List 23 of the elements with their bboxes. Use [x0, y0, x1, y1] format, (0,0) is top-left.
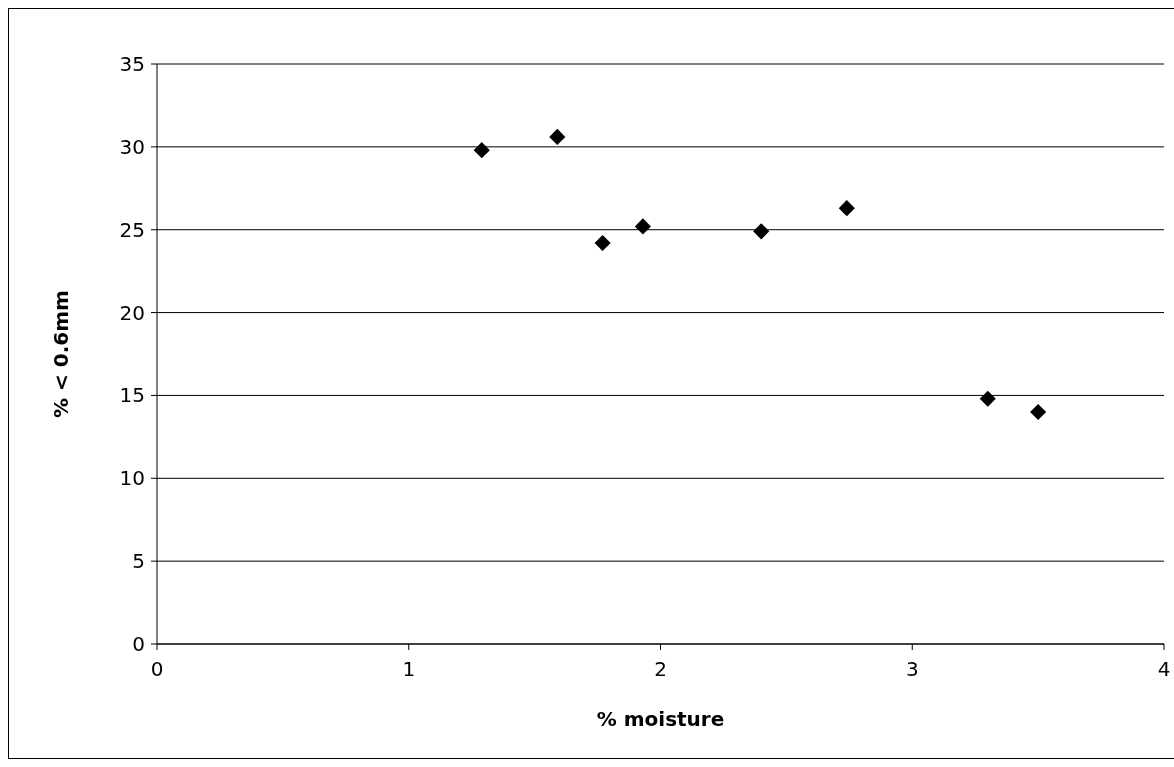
y-tick-label: 0	[132, 632, 145, 656]
y-tick-label: 35	[119, 52, 145, 76]
point	[594, 234, 611, 252]
y-tick-label: 25	[119, 217, 145, 242]
x-tick-label: 4	[1157, 657, 1171, 681]
y-tick-label: 20	[119, 300, 145, 325]
point	[549, 128, 566, 145]
x-tick-label: 0	[150, 657, 164, 681]
point	[473, 142, 490, 159]
point	[838, 200, 855, 217]
point	[1030, 403, 1047, 421]
point	[753, 223, 770, 240]
x-tick-label: 2	[654, 657, 667, 681]
y-axis-title: % < 0.6mm	[49, 290, 73, 418]
y-tick-label: 15	[119, 383, 145, 408]
x-tick-label: 1	[402, 657, 416, 681]
y-tick-label: 30	[119, 134, 145, 159]
y-tick-label: 10	[119, 466, 145, 491]
point	[634, 218, 651, 235]
x-axis-title: % moisture	[596, 707, 725, 731]
x-tick-label: 3	[905, 657, 919, 681]
point	[979, 390, 996, 407]
y-tick-label: 5	[132, 549, 145, 574]
